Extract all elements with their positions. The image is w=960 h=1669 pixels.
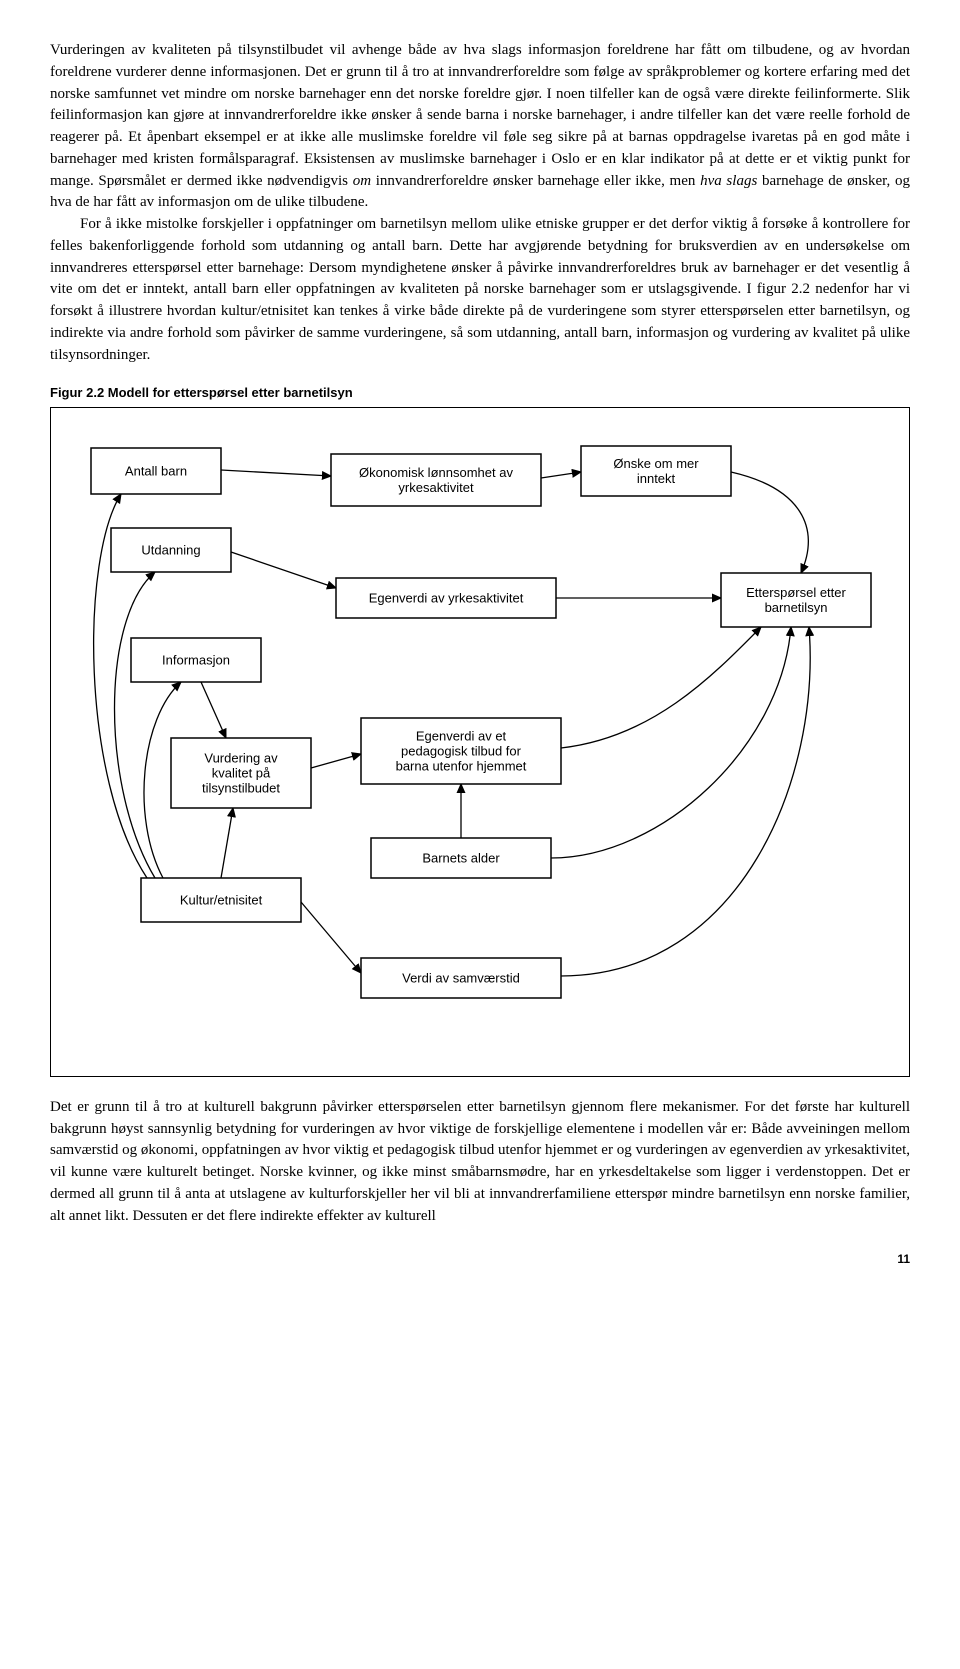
node-label: yrkesaktivitet xyxy=(398,480,474,495)
edge-vurdering-to-egenverdi_ped xyxy=(311,754,361,768)
node-vurdering: Vurdering avkvalitet påtilsynstilbudet xyxy=(171,738,311,808)
p1-em-1: om xyxy=(353,173,371,189)
edge-okonomisk-to-onske xyxy=(541,472,581,478)
node-utdanning: Utdanning xyxy=(111,528,231,572)
node-egenverdi_yrke: Egenverdi av yrkesaktivitet xyxy=(336,578,556,618)
edge-onske-to-ettersporsel xyxy=(731,472,808,573)
edge-informasjon-to-vurdering xyxy=(201,682,226,738)
node-label: barnetilsyn xyxy=(765,600,828,615)
node-label: tilsynstilbudet xyxy=(202,781,280,796)
node-label: Antall barn xyxy=(125,464,187,479)
node-informasjon: Informasjon xyxy=(131,638,261,682)
node-label: Utdanning xyxy=(141,543,200,558)
edge-antall-to-okonomisk xyxy=(221,470,331,476)
node-label: Økonomisk lønnsomhet av xyxy=(359,465,513,480)
node-label: barna utenfor hjemmet xyxy=(396,759,527,774)
node-label: inntekt xyxy=(637,471,676,486)
node-label: Egenverdi av et xyxy=(416,729,507,744)
figure-caption: Figur 2.2 Modell for etterspørsel etter … xyxy=(50,384,910,403)
edge-samvaer-to-ettersporsel xyxy=(561,627,810,976)
node-label: Barnets alder xyxy=(422,851,500,866)
node-antall: Antall barn xyxy=(91,448,221,494)
node-okonomisk: Økonomisk lønnsomhet avyrkesaktivitet xyxy=(331,454,541,506)
node-egenverdi_ped: Egenverdi av etpedagogisk tilbud forbarn… xyxy=(361,718,561,784)
node-label: pedagogisk tilbud for xyxy=(401,744,522,759)
node-label: Etterspørsel etter xyxy=(746,585,846,600)
node-label: Vurdering av xyxy=(204,751,278,766)
node-label: Egenverdi av yrkesaktivitet xyxy=(369,591,524,606)
node-label: Kultur/etnisitet xyxy=(180,893,263,908)
node-samvaer: Verdi av samværstid xyxy=(361,958,561,998)
node-alder: Barnets alder xyxy=(371,838,551,878)
edge-kultur-to-vurdering xyxy=(221,808,233,878)
p1-em-2: hva slags xyxy=(700,173,757,189)
node-label: kvalitet på xyxy=(212,766,271,781)
paragraph-3: Det er grunn til å tro at kulturell bakg… xyxy=(50,1097,910,1228)
flowchart-diagram: Antall barn Økonomisk lønnsomhet avyrkesa… xyxy=(61,418,891,1058)
node-onske: Ønske om merinntekt xyxy=(581,446,731,496)
page-number: 11 xyxy=(50,1251,910,1268)
paragraph-2: For å ikke mistolke forskjeller i oppfat… xyxy=(50,214,910,366)
edge-kultur-to-utdanning xyxy=(115,572,156,878)
edge-utdanning-to-egenverdi_yrke xyxy=(231,552,336,588)
diagram-container: Antall barn Økonomisk lønnsomhet avyrkesa… xyxy=(50,407,910,1077)
edge-kultur-to-samvaer xyxy=(301,902,361,973)
paragraph-1: Vurderingen av kvaliteten på tilsynstilb… xyxy=(50,40,910,214)
p1-text-b: innvandrerforeldre ønsker barnehage elle… xyxy=(371,173,700,189)
edge-alder-to-ettersporsel xyxy=(551,627,791,858)
node-ettersporsel: Etterspørsel etterbarnetilsyn xyxy=(721,573,871,627)
node-label: Verdi av samværstid xyxy=(402,971,520,986)
node-label: Informasjon xyxy=(162,653,230,668)
node-label: Ønske om mer xyxy=(613,456,699,471)
node-kultur: Kultur/etnisitet xyxy=(141,878,301,922)
p1-text-a: Vurderingen av kvaliteten på tilsynstilb… xyxy=(50,42,910,189)
edge-egenverdi_ped-to-ettersporsel xyxy=(561,627,761,748)
